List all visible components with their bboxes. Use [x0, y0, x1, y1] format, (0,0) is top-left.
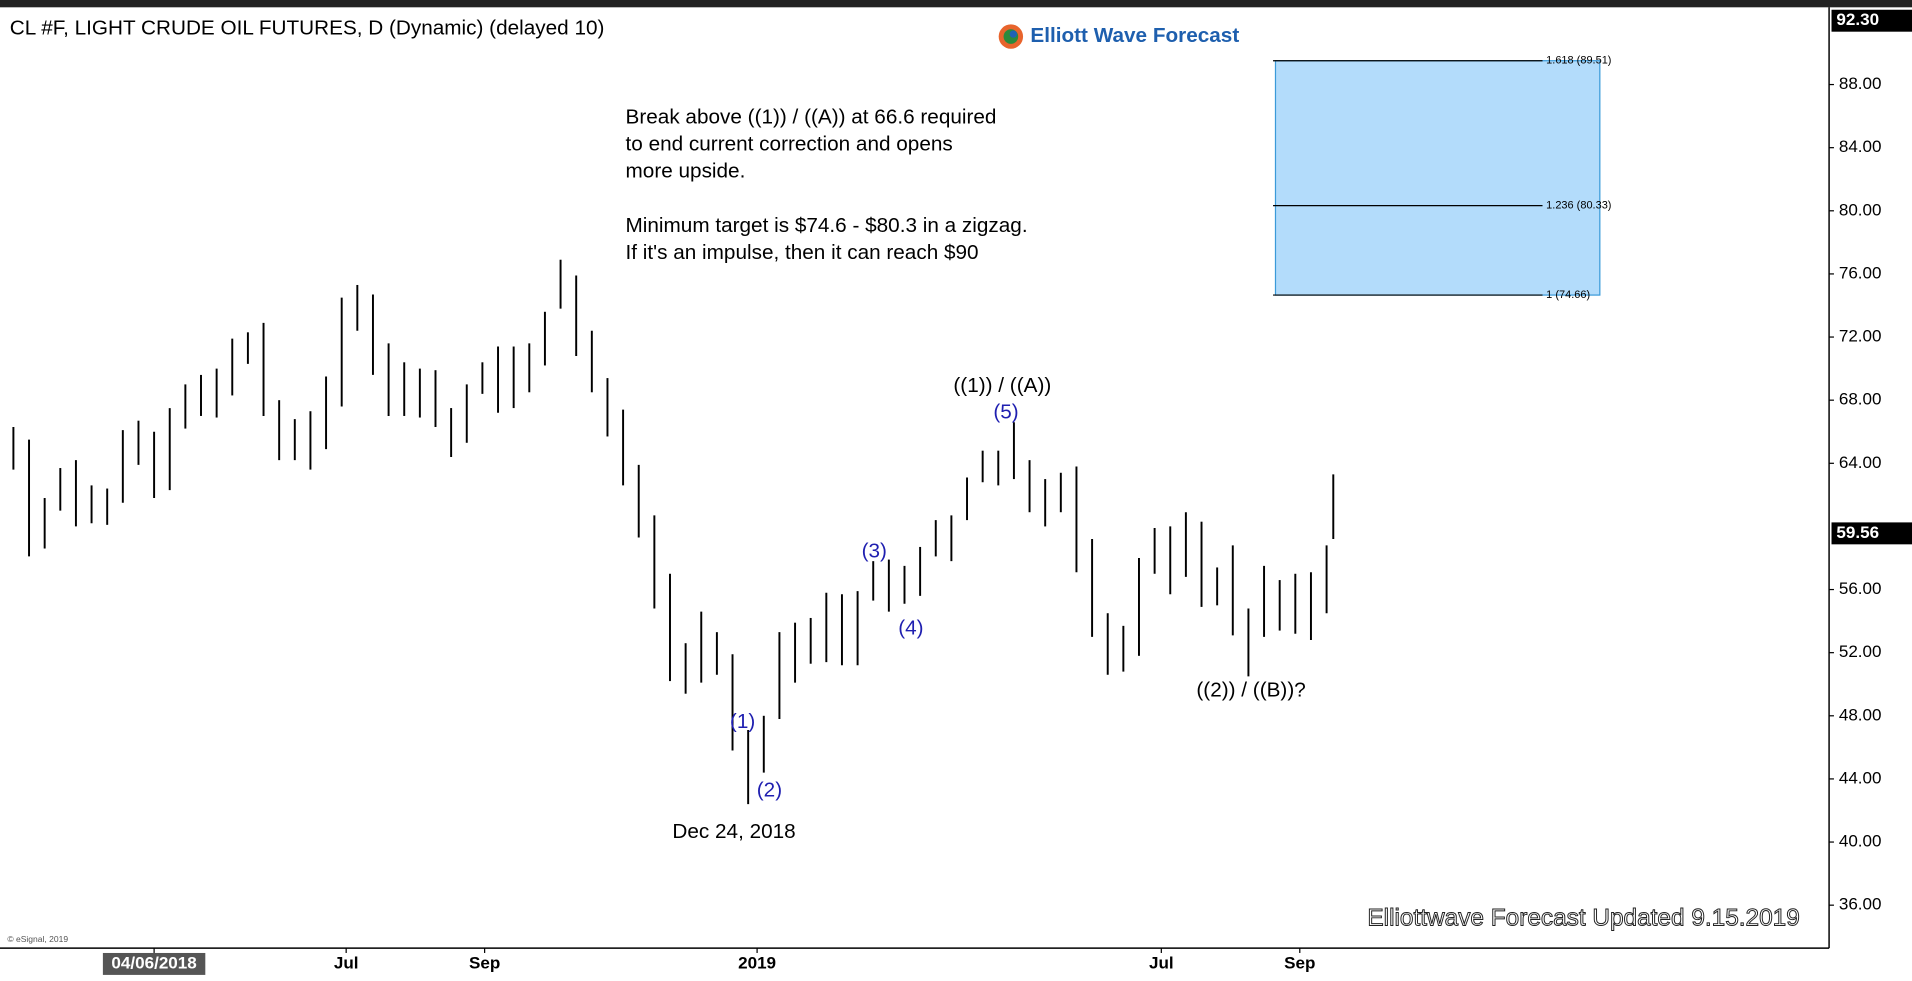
x-tick-label: Jul: [334, 953, 359, 972]
fib-label: 1.236 (80.33): [1546, 199, 1611, 211]
wave-label: ((1)) / ((A)): [953, 374, 1051, 397]
price-flag-label: 92.30: [1836, 10, 1879, 29]
y-tick-label: 88.00: [1839, 74, 1882, 93]
wave-label: (3): [862, 540, 887, 563]
fib-label: 1.618 (89.51): [1546, 55, 1611, 67]
price-flag: [1831, 9, 1912, 32]
copyright: © eSignal, 2019: [7, 934, 68, 944]
brand: Elliott Wave Forecast: [1030, 24, 1239, 47]
price-flag-label: 59.56: [1836, 523, 1879, 542]
y-tick-label: 44.00: [1839, 768, 1882, 787]
y-tick-label: 64.00: [1839, 453, 1882, 472]
x-tick-label: 2019: [738, 953, 776, 972]
y-tick-label: 68.00: [1839, 390, 1882, 409]
wave-label: (4): [898, 616, 923, 639]
x-tick-label: 04/06/2018: [111, 953, 196, 972]
y-tick-label: 84.00: [1839, 137, 1882, 156]
wave-label: (2): [757, 778, 782, 801]
wave-label: ((2)) / ((B))?: [1196, 678, 1305, 701]
note: Minimum target is $74.6 - $80.3 in a zig…: [626, 214, 1028, 237]
note: If it's an impulse, then it can reach $9…: [626, 241, 979, 264]
y-tick-label: 80.00: [1839, 200, 1882, 219]
x-tick-label: Sep: [1284, 953, 1315, 972]
y-tick-label: 36.00: [1839, 895, 1882, 914]
x-tick-label: Jul: [1149, 953, 1174, 972]
target-box: [1274, 60, 1601, 296]
wave-label: (5): [993, 401, 1018, 424]
y-tick-label: 52.00: [1839, 642, 1882, 661]
y-tick-label: 72.00: [1839, 327, 1882, 346]
x-cursor-box: [102, 952, 206, 975]
wave-label: (1): [730, 710, 755, 733]
chart-title: CL #F, LIGHT CRUDE OIL FUTURES, D (Dynam…: [10, 17, 605, 40]
logo-icon-dot: [1009, 30, 1017, 38]
price-flag: [1831, 522, 1912, 545]
y-tick-label: 48.00: [1839, 705, 1882, 724]
note: Break above ((1)) / ((A)) at 66.6 requir…: [626, 106, 997, 129]
footer: Elliottwave Forecast Updated 9.15.2019: [1367, 904, 1799, 931]
logo: Elliott Wave Forecast: [998, 24, 1239, 49]
y-tick-label: 56.00: [1839, 579, 1882, 598]
top-strip: [0, 0, 1912, 8]
y-tick-label: 76.00: [1839, 263, 1882, 282]
wave-label: Dec 24, 2018: [672, 820, 795, 843]
fib-label: 1 (74.66): [1546, 289, 1590, 301]
x-tick-label: Sep: [469, 953, 500, 972]
note: to end current correction and opens: [626, 132, 953, 155]
note: more upside.: [626, 159, 746, 182]
y-tick-label: 40.00: [1839, 832, 1882, 851]
